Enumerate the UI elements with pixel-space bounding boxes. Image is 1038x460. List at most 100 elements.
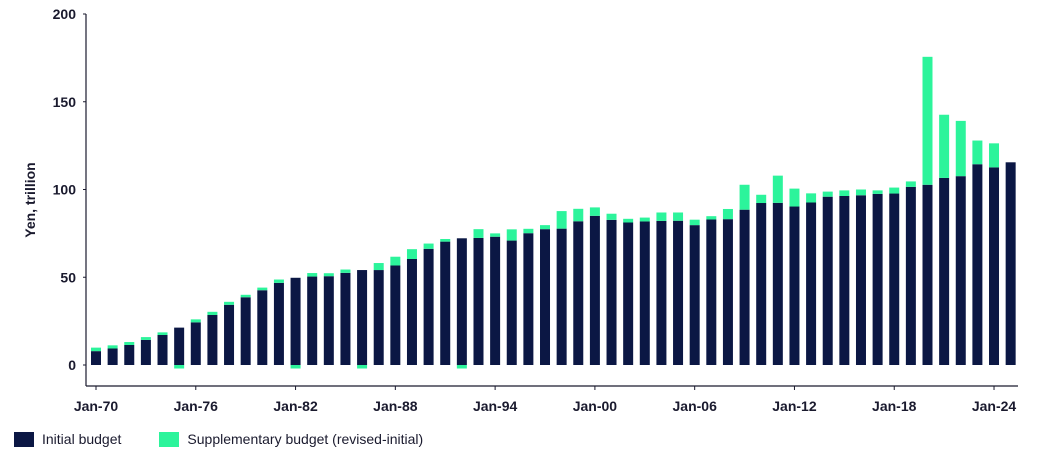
- bar-supplementary-1994: [490, 233, 501, 237]
- bar-initial-1979: [240, 297, 251, 365]
- y-tick-label-100: 100: [53, 182, 77, 198]
- x-tick-label-2006: Jan-06: [673, 398, 718, 414]
- bar-initial-1984: [323, 276, 334, 365]
- bar-initial-1976: [190, 322, 201, 365]
- x-tick-label-1994: Jan-94: [473, 398, 518, 414]
- bar-initial-1973: [140, 339, 151, 365]
- bar-supplementary-1992: [456, 365, 467, 369]
- bar-supplementary-2002: [623, 218, 634, 223]
- bar-supplementary-2010: [756, 194, 767, 204]
- bar-supplementary-1977: [207, 311, 218, 315]
- bar-initial-1985: [340, 272, 351, 365]
- legend-label-initial: Initial budget: [42, 431, 122, 447]
- bar-initial-1999: [573, 221, 584, 365]
- bar-supplementary-1997: [540, 225, 551, 230]
- bar-initial-2014: [822, 196, 833, 365]
- x-tick-label-1976: Jan-76: [174, 398, 219, 414]
- bar-initial-2017: [872, 193, 883, 365]
- bar-initial-1991: [440, 241, 451, 365]
- x-ticks: Jan-70 Jan-76 Jan-82 Jan-88 Jan-94 Jan-00 Jan-…: [74, 386, 1016, 414]
- bar-initial-2011: [772, 202, 783, 365]
- bar-supplementary-2020: [922, 56, 933, 185]
- bar-initial-1995: [506, 240, 517, 365]
- bar-initial-1992: [456, 238, 467, 365]
- bar-initial-2019: [905, 186, 916, 365]
- bar-supplementary-1973: [140, 337, 151, 340]
- legend-label-supplementary: Supplementary budget (revised-initial): [187, 431, 424, 447]
- bar-supplementary-2014: [822, 191, 833, 197]
- bar-initial-2002: [623, 222, 634, 365]
- bar-supplementary-2021: [939, 114, 950, 178]
- bar-initial-1972: [124, 344, 135, 365]
- bar-initial-2021: [939, 177, 950, 365]
- x-tick-label-1970: Jan-70: [74, 398, 119, 414]
- bar-supplementary-1988: [390, 256, 401, 266]
- bar-initial-1996: [523, 233, 534, 365]
- bar-initial-1987: [373, 270, 384, 365]
- bar-supplementary-2024: [989, 143, 1000, 168]
- bar-initial-1998: [556, 228, 567, 365]
- bar-supplementary-2017: [872, 190, 883, 194]
- bar-initial-1981: [273, 282, 284, 365]
- bar-supplementary-1991: [440, 238, 451, 242]
- bar-initial-1994: [490, 236, 501, 365]
- x-tick-label-2018: Jan-18: [872, 398, 917, 414]
- y-ticks: 0 50 100 150 200: [53, 6, 86, 373]
- bar-initial-2015: [839, 195, 850, 365]
- bar-supplementary-1974: [157, 332, 168, 335]
- bar-initial-2007: [706, 219, 717, 365]
- legend-item-initial: Initial budget: [14, 431, 121, 447]
- bar-supplementary-2000: [589, 207, 600, 216]
- bar-initial-2023: [972, 164, 983, 365]
- bar-supplementary-2016: [855, 189, 866, 196]
- bar-initial-1983: [307, 276, 318, 365]
- bar-initial-1989: [406, 259, 417, 365]
- bar-supplementary-1990: [423, 243, 434, 249]
- bar-supplementary-1976: [190, 319, 201, 323]
- bar-initial-1977: [207, 314, 218, 365]
- x-tick-label-2000: Jan-00: [573, 398, 618, 414]
- bar-initial-2010: [756, 203, 767, 365]
- bar-supplementary-1987: [373, 263, 384, 271]
- y-axis-title: Yen, trillion: [22, 162, 38, 237]
- bar-initial-1971: [107, 348, 118, 365]
- y-tick-label-50: 50: [60, 269, 76, 285]
- bar-supplementary-1993: [473, 229, 484, 238]
- bar-supplementary-1995: [506, 229, 517, 241]
- bar-supplementary-1978: [224, 301, 235, 305]
- bar-supplementary-2012: [789, 188, 800, 207]
- bar-initial-1993: [473, 237, 484, 365]
- bar-initial-1990: [423, 248, 434, 365]
- bar-initial-2016: [855, 195, 866, 365]
- bar-initial-2012: [789, 206, 800, 365]
- bar-supplementary-2005: [673, 212, 684, 221]
- bar-supplementary-2009: [739, 184, 750, 210]
- x-tick-label-2012: Jan-12: [772, 398, 817, 414]
- bar-initial-1982: [290, 277, 301, 365]
- bar-supplementary-1980: [257, 287, 268, 291]
- bar-initial-2013: [806, 202, 817, 365]
- bar-initial-1970: [91, 351, 101, 365]
- bar-supplementary-2011: [772, 175, 783, 203]
- x-tick-label-1988: Jan-88: [373, 398, 418, 414]
- y-tick-label-200: 200: [53, 6, 77, 22]
- bar-initial-2018: [889, 193, 900, 365]
- bar-supplementary-1982: [290, 365, 301, 369]
- bar-initial-1974: [157, 334, 168, 365]
- bar-initial-2000: [589, 215, 600, 365]
- bar-supplementary-2006: [689, 219, 700, 226]
- bar-supplementary-1996: [523, 228, 534, 234]
- bar-initial-2020: [922, 184, 933, 365]
- bar-initial-1986: [357, 270, 368, 365]
- bar-initial-2004: [656, 220, 667, 365]
- bar-supplementary-1983: [307, 273, 318, 277]
- bar-initial-2001: [606, 219, 617, 365]
- bar-supplementary-2003: [639, 217, 650, 222]
- bar-supplementary-1981: [273, 279, 284, 283]
- bar-initial-2024: [989, 167, 1000, 365]
- bar-supplementary-2022: [955, 120, 966, 177]
- bar-initial-2006: [689, 225, 700, 365]
- bar-supplementary-1989: [406, 249, 417, 259]
- bar-supplementary-2015: [839, 190, 850, 196]
